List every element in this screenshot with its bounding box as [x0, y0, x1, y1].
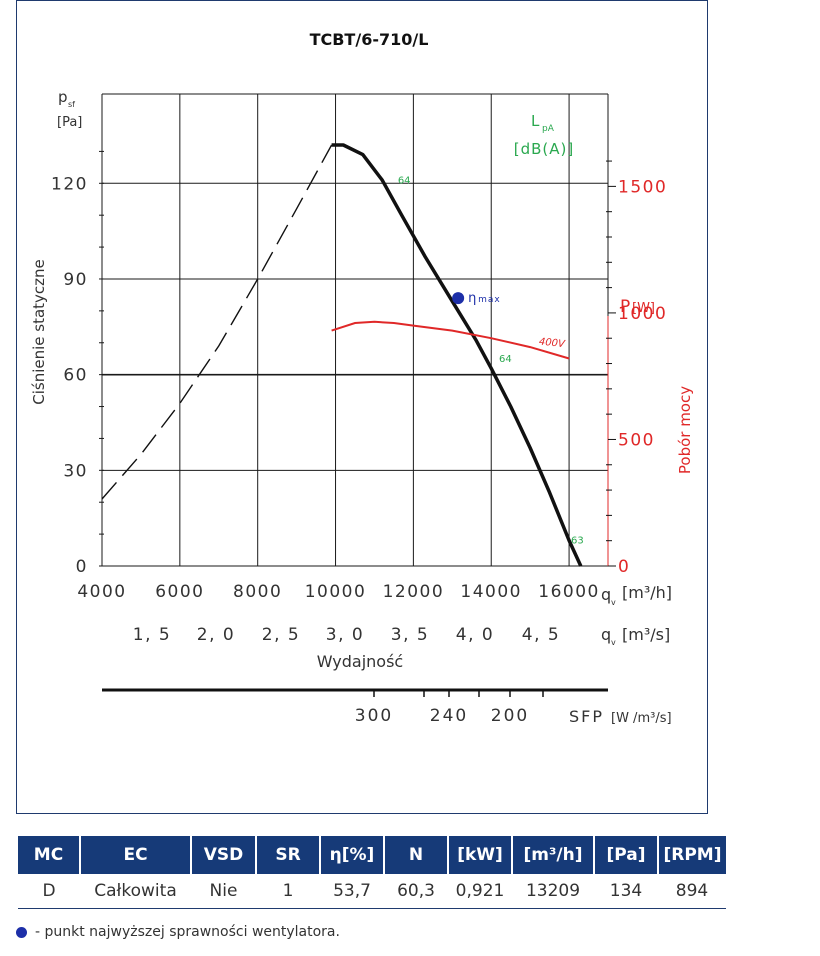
cell-ec: Całkowita — [80, 874, 191, 909]
x-tick-label-m3s: 4, 0 — [456, 625, 494, 645]
legend-note-text: - punkt najwyższej sprawności wentylator… — [35, 924, 340, 940]
max-efficiency-dot-icon — [16, 926, 27, 938]
x-tick-label-m3h: 6000 — [155, 582, 204, 602]
power-tick-label: 500 — [618, 430, 655, 450]
table-header-row: MC EC VSD SR η[%] N [kW] [m³/h] [Pa] [RP… — [18, 836, 726, 874]
power-unit-symbol: P — [620, 297, 630, 317]
sfp-label: SFP — [569, 707, 604, 726]
header-efficiency: η[%] — [320, 836, 385, 874]
header-vsd: VSD — [191, 836, 257, 874]
y-unit: [Pa] — [57, 115, 82, 130]
power-axis-label: Pobór mocy — [676, 386, 694, 474]
x-tick-label-m3s: 1, 5 — [133, 625, 171, 645]
max-efficiency-point — [452, 292, 465, 305]
fan-curve-chart: TCBT/6-710/L 0 30 60 90 120 p sf [Pa] Ciśnienie s… — [30, 30, 694, 726]
lpa-annotation: 64 — [499, 354, 512, 365]
x-tick-label-m3s: 3, 0 — [326, 625, 364, 645]
header-ec: EC — [80, 836, 192, 874]
x-tick-label-m3s: 2, 0 — [197, 625, 235, 645]
y-tick-label: 30 — [63, 461, 88, 481]
legend-note: - punkt najwyższej sprawności wentylator… — [16, 924, 340, 940]
power-curve-400v — [331, 320, 570, 360]
header-n: N — [384, 836, 449, 874]
x-tick-label-m3h: 12000 — [383, 582, 445, 602]
lpa-annotation: 63 — [571, 536, 584, 547]
y-axis-label: Ciśnienie statyczne — [30, 259, 48, 405]
cell-sr: 1 — [256, 874, 320, 909]
sfp-tick-label: 300 — [355, 706, 393, 726]
power-tick-label: 0 — [618, 557, 630, 577]
cell-rpm: 894 — [658, 874, 726, 909]
x-tick-label-m3h: 10000 — [305, 582, 367, 602]
chart-frame — [16, 0, 708, 814]
x-unit-m3s-symbol: q — [601, 625, 611, 644]
cell-kw: 0,921 — [448, 874, 512, 909]
lpa-subscript: pA — [542, 124, 555, 134]
header-pa: [Pa] — [594, 836, 659, 874]
header-sr: SR — [256, 836, 321, 874]
cell-pa: 134 — [594, 874, 658, 909]
y-tick-label: 60 — [63, 366, 88, 386]
cell-flow: 13209 — [512, 874, 594, 909]
x-tick-label-m3h: 8000 — [233, 582, 282, 602]
y-tick-label: 120 — [51, 174, 88, 194]
sfp-unit: [W /m³/s] — [611, 711, 672, 726]
lpa-unit: [dB(A)] — [514, 140, 574, 158]
pressure-curve-dashed — [101, 144, 333, 500]
lpa-symbol: L — [531, 112, 540, 130]
x-tick-label-m3s: 3, 5 — [391, 625, 429, 645]
x-unit-m3s: [m³/s] — [622, 625, 670, 644]
chart-title: TCBT/6-710/L — [310, 30, 429, 49]
eta-subscript: max — [478, 295, 501, 305]
x-unit-m3s-subscript: v — [611, 638, 616, 647]
y-tick-label: 90 — [63, 270, 88, 290]
cell-vsd: Nie — [191, 874, 256, 909]
cell-n: 60,3 — [384, 874, 448, 909]
power-curve-label: 400V — [538, 337, 566, 351]
cell-efficiency: 53,7 — [320, 874, 384, 909]
power-tick-label: 1500 — [618, 177, 667, 197]
header-mc: MC — [18, 836, 81, 874]
x-tick-label-m3s: 4, 5 — [522, 625, 560, 645]
x-unit-m3h-subscript: v — [611, 598, 616, 607]
x-unit-m3h: [m³/h] — [622, 583, 672, 602]
sfp-tick-label: 240 — [430, 706, 468, 726]
table-row: D Całkowita Nie 1 53,7 60,3 0,921 13209 … — [18, 874, 726, 909]
header-kw: [kW] — [448, 836, 513, 874]
x-tick-label-m3h: 4000 — [77, 582, 126, 602]
x-tick-label-m3h: 14000 — [460, 582, 522, 602]
header-flow: [m³/h] — [512, 836, 595, 874]
x-tick-label-m3s: 2, 5 — [262, 625, 300, 645]
fan-spec-table: MC EC VSD SR η[%] N [kW] [m³/h] [Pa] [RP… — [18, 836, 726, 909]
y-tick-label: 0 — [76, 557, 88, 577]
y-unit-subscript: sf — [68, 100, 75, 109]
x-axis-label: Wydajność — [317, 652, 403, 671]
x-unit-m3h-symbol: q — [601, 585, 611, 604]
eta-label: η — [468, 291, 476, 306]
x-tick-label-m3h: 16000 — [538, 582, 600, 602]
cell-mc: D — [18, 874, 80, 909]
power-unit: [W] — [632, 301, 655, 316]
sfp-tick-label: 200 — [491, 706, 529, 726]
lpa-annotation: 64 — [398, 175, 411, 186]
pressure-curve — [331, 143, 583, 567]
header-rpm: [RPM] — [658, 836, 726, 874]
power-tick-label: 1000 — [618, 304, 667, 324]
y-unit-symbol: p — [58, 88, 68, 106]
